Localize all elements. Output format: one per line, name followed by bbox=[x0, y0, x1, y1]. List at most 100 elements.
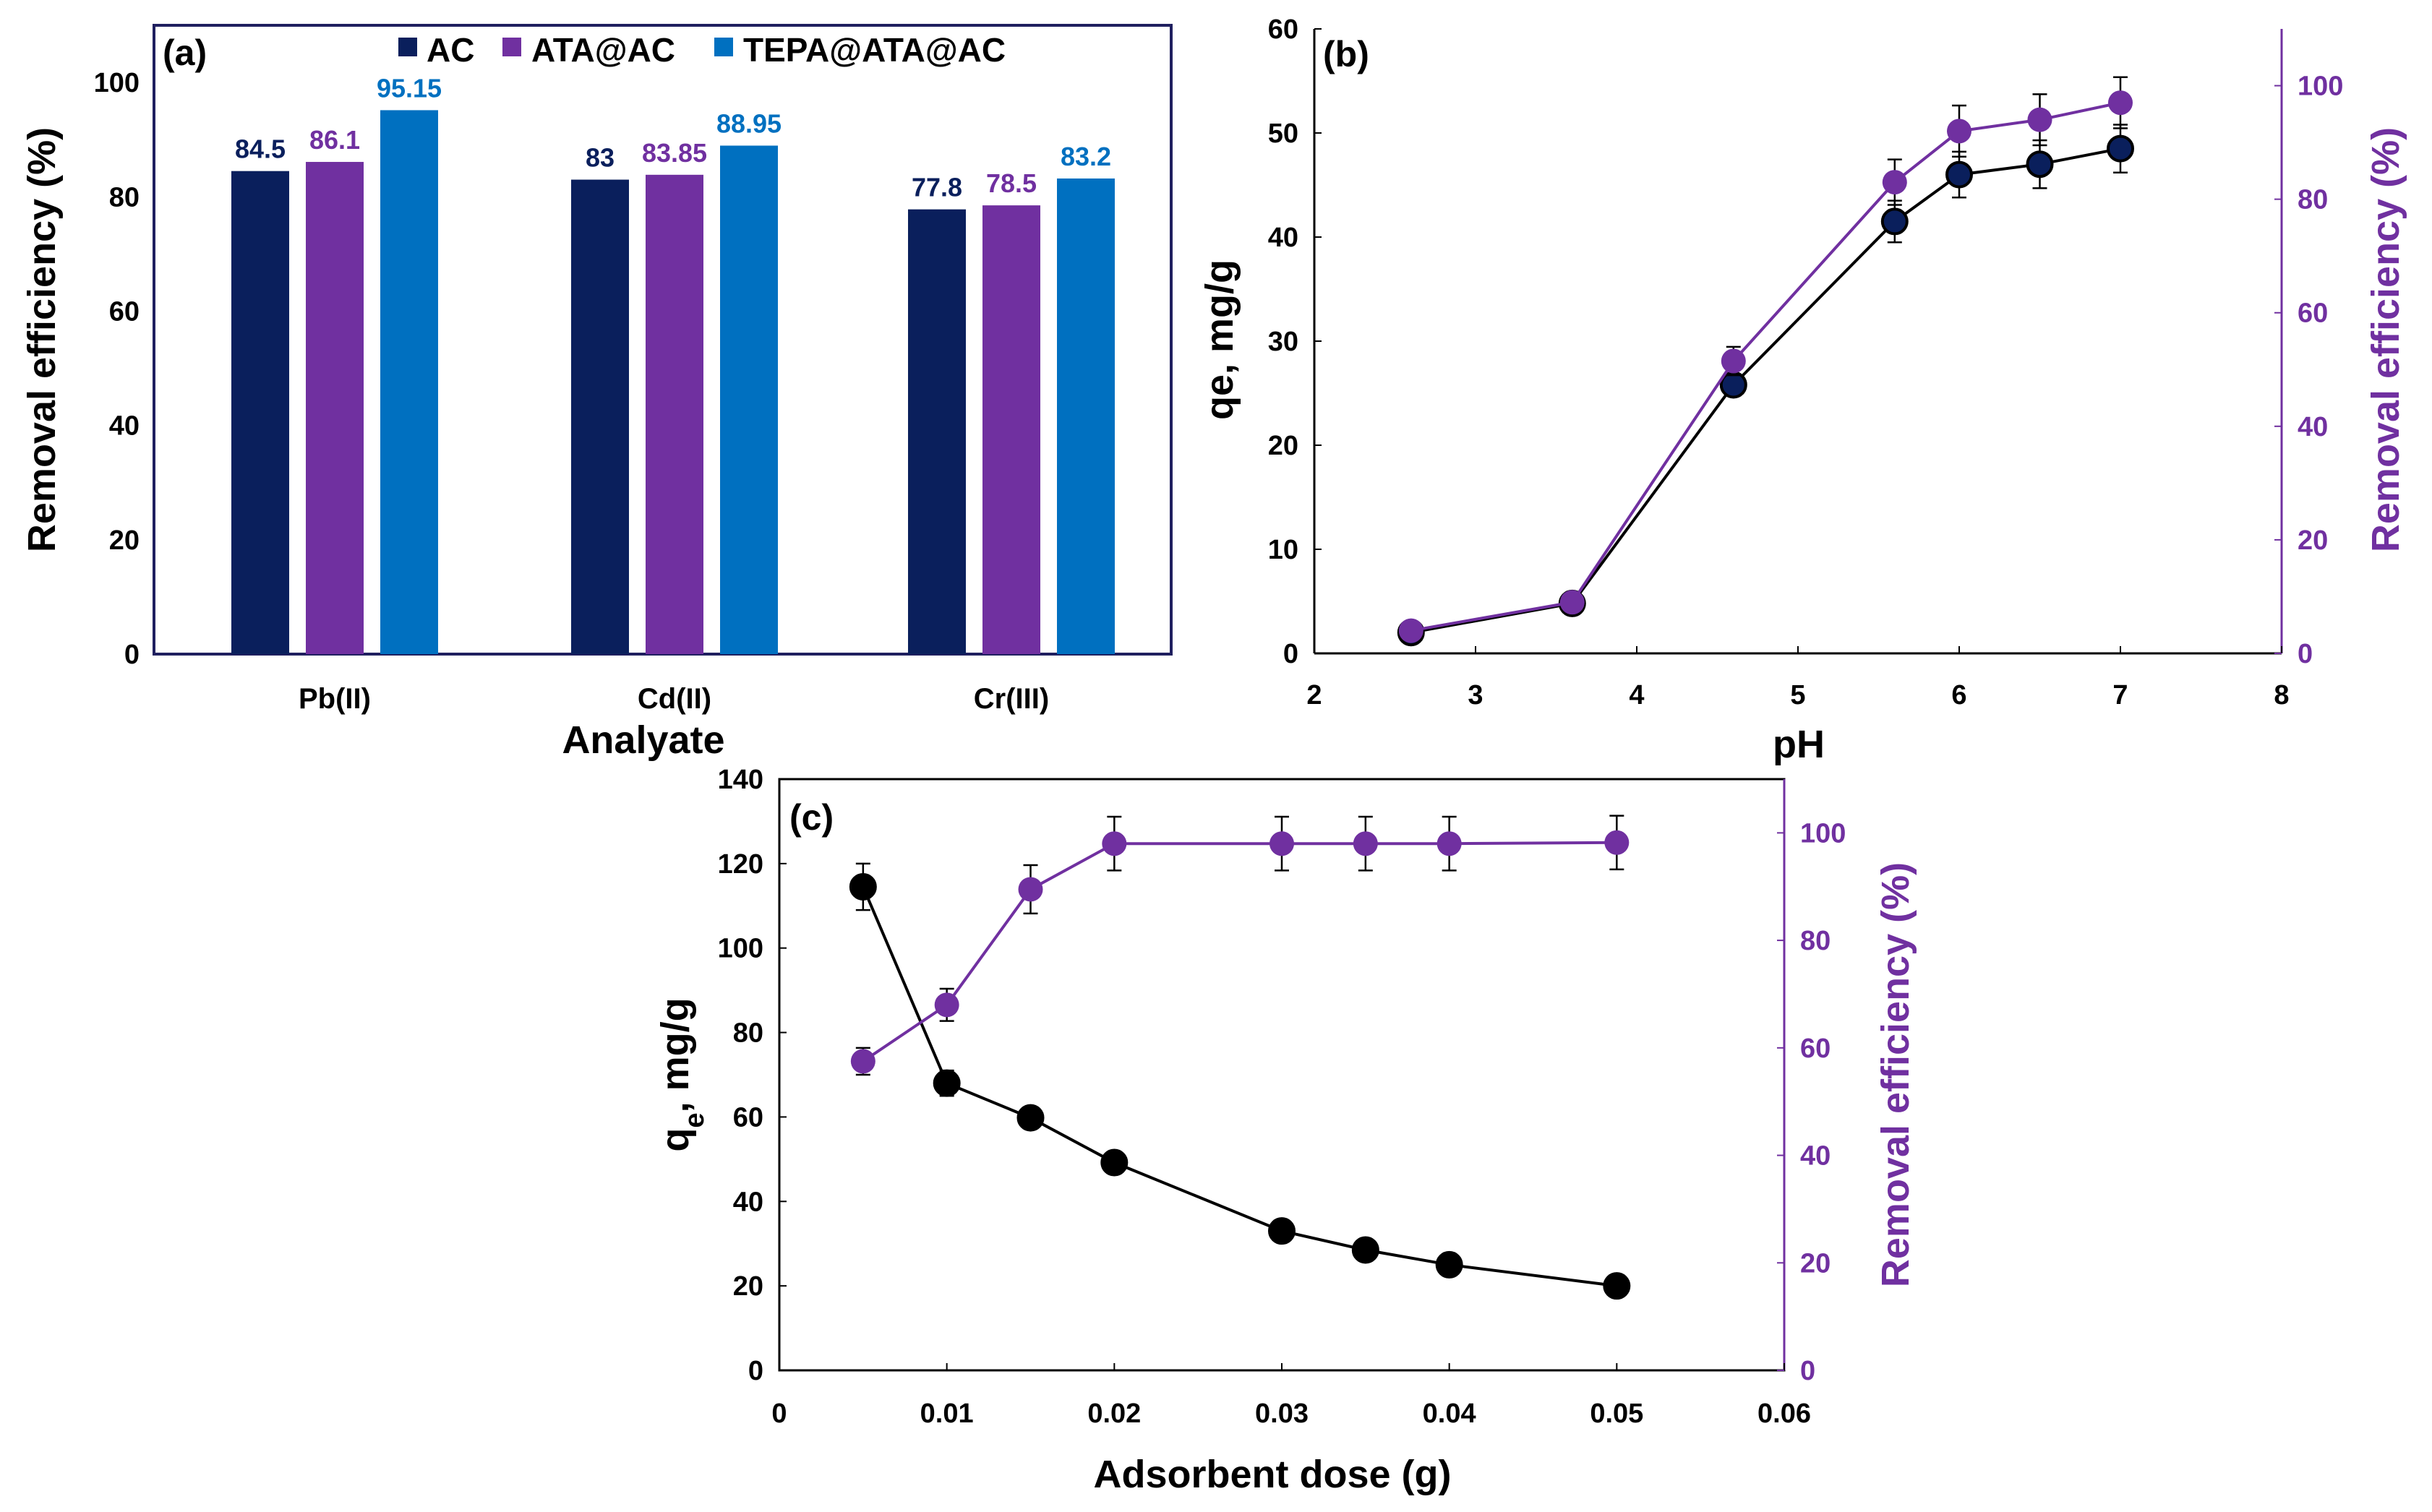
x-tick-label: 0.05 bbox=[1590, 1399, 1643, 1429]
panel-a-x-axis-label: Analyate bbox=[562, 718, 724, 762]
data-point-right bbox=[850, 1049, 875, 1074]
legend-swatch-tepa-ata-ac bbox=[714, 38, 733, 56]
x-tick-label: 0 bbox=[771, 1399, 787, 1429]
y-tick-label: 100 bbox=[94, 68, 140, 98]
data-point-left bbox=[1100, 1148, 1129, 1177]
bar-data-label: 95.15 bbox=[377, 73, 442, 103]
bar-data-label: 78.5 bbox=[986, 168, 1037, 198]
data-point-left bbox=[1351, 1236, 1379, 1264]
x-tick-label: 0.02 bbox=[1087, 1399, 1141, 1429]
qe-units: , mg/g bbox=[654, 997, 697, 1112]
x-tick-label: 6 bbox=[1951, 680, 1966, 710]
data-point-right bbox=[1269, 831, 1294, 856]
y-tick-label: 60 bbox=[109, 296, 140, 327]
left-y-tick-label: 60 bbox=[1268, 14, 1298, 45]
bar-ata-ac-1 bbox=[646, 174, 703, 654]
left-y-tick-label: 60 bbox=[733, 1102, 763, 1133]
data-point-left bbox=[1945, 160, 1973, 189]
data-point-right bbox=[934, 992, 959, 1018]
bar-data-label: 83.85 bbox=[642, 138, 707, 168]
data-point-left bbox=[1268, 1217, 1296, 1245]
data-point-right bbox=[1353, 831, 1378, 856]
bar-tepa-ata-ac-1 bbox=[720, 145, 778, 655]
data-point-right bbox=[1604, 830, 1630, 855]
right-y-tick-label: 80 bbox=[2298, 185, 2328, 215]
bar-tepa-ata-ac-0 bbox=[380, 110, 438, 654]
panel-b-label: (b) bbox=[1323, 34, 1369, 74]
legend-label-tepa-ata-ac: TEPA@ATA@AC bbox=[743, 31, 1006, 69]
x-tick-label: 0.01 bbox=[920, 1399, 974, 1429]
category-label: Cd(II) bbox=[638, 683, 711, 715]
data-point-right bbox=[1882, 170, 1907, 195]
left-y-tick-label: 30 bbox=[1268, 327, 1298, 357]
qe-q: q bbox=[654, 1128, 697, 1152]
data-point-left bbox=[1880, 207, 1909, 236]
data-point-left bbox=[933, 1069, 961, 1097]
bar-data-label: 83.2 bbox=[1061, 142, 1111, 171]
right-y-tick-label: 20 bbox=[2298, 525, 2328, 556]
panel-c-ticks: 0 0.01 0.02 0.03 0.04 0.05 0.06 0 20 40 60 80 100 120… bbox=[718, 765, 1846, 1429]
panel-c-label: (c) bbox=[789, 797, 834, 838]
panel-c-right-y-label: Removal efficiency (%) bbox=[1874, 862, 1917, 1287]
left-y-tick-label: 0 bbox=[1283, 639, 1298, 669]
panel-b-left-y-label: qe, mg/g bbox=[1198, 259, 1241, 420]
bar-data-label: 86.1 bbox=[309, 125, 360, 155]
bar-ac-1 bbox=[571, 179, 629, 654]
panel-a-bar-chart: (a) 0 20 40 60 80 100 84.5 86.1 95.15 83 83.85 88.… bbox=[20, 24, 1173, 762]
data-point-right bbox=[1398, 618, 1423, 643]
right-y-tick-label: 0 bbox=[2298, 639, 2313, 669]
bar-ata-ac-0 bbox=[306, 162, 364, 654]
panel-a-legend: AC ATA@AC TEPA@ATA@AC bbox=[398, 31, 1006, 69]
data-point-right bbox=[1102, 831, 1127, 856]
right-y-tick-label: 20 bbox=[1800, 1248, 1831, 1279]
series-line-right bbox=[1410, 101, 2121, 632]
data-point-left bbox=[2026, 150, 2054, 179]
data-point-right bbox=[1436, 831, 1462, 856]
right-y-tick-label: 40 bbox=[1800, 1141, 1831, 1172]
data-point-left bbox=[1603, 1272, 1631, 1300]
y-tick-label: 0 bbox=[124, 640, 140, 670]
data-point-left bbox=[849, 872, 877, 901]
data-point-right bbox=[2027, 107, 2052, 132]
data-point-left bbox=[1016, 1104, 1045, 1132]
left-y-tick-label: 10 bbox=[1268, 535, 1298, 565]
panel-c-series bbox=[849, 815, 1631, 1300]
bar-data-label: 83 bbox=[586, 143, 615, 173]
left-y-tick-label: 120 bbox=[718, 849, 763, 880]
legend-swatch-ata-ac bbox=[502, 38, 521, 56]
left-y-tick-label: 0 bbox=[748, 1356, 763, 1386]
left-y-tick-label: 100 bbox=[718, 934, 763, 964]
x-tick-label: 0.06 bbox=[1757, 1399, 1811, 1429]
panel-a-y-ticks: 0 20 40 60 80 100 bbox=[94, 68, 140, 670]
x-tick-label: 0.04 bbox=[1423, 1399, 1476, 1429]
data-point-left bbox=[2107, 134, 2134, 163]
x-tick-label: 4 bbox=[1629, 680, 1644, 710]
right-y-tick-label: 60 bbox=[2298, 298, 2328, 329]
left-y-tick-label: 20 bbox=[733, 1271, 763, 1302]
data-point-right bbox=[1018, 877, 1043, 902]
panel-b-series bbox=[1397, 76, 2134, 647]
y-tick-label: 40 bbox=[109, 411, 140, 442]
category-label: Cr(III) bbox=[974, 683, 1049, 715]
data-point-right bbox=[1721, 348, 1746, 374]
x-tick-label: 0.03 bbox=[1255, 1399, 1309, 1429]
data-point-right bbox=[1559, 590, 1585, 615]
data-point-right bbox=[2108, 90, 2133, 116]
legend-label-ac: AC bbox=[427, 31, 474, 69]
right-y-tick-label: 80 bbox=[1800, 926, 1831, 956]
panel-a-label: (a) bbox=[163, 33, 207, 73]
left-y-tick-label: 20 bbox=[1268, 431, 1298, 461]
left-y-tick-label: 140 bbox=[718, 765, 763, 795]
x-tick-label: 3 bbox=[1468, 680, 1483, 710]
left-y-tick-label: 40 bbox=[733, 1187, 763, 1217]
bar-data-label: 88.95 bbox=[716, 108, 782, 138]
y-tick-label: 20 bbox=[109, 525, 140, 556]
panel-b-right-y-label: Removal efficiency (%) bbox=[2364, 127, 2407, 552]
bar-ac-2 bbox=[908, 209, 966, 654]
data-point-left bbox=[1435, 1250, 1463, 1279]
right-y-tick-label: 40 bbox=[2298, 412, 2328, 442]
left-y-tick-label: 40 bbox=[1268, 223, 1298, 253]
